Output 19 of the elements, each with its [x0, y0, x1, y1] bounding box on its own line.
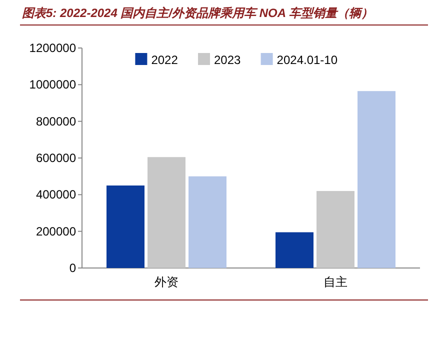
y-tick-label: 200000	[36, 224, 76, 238]
legend-label: 2022	[151, 53, 178, 67]
bar	[148, 157, 186, 268]
bar	[276, 232, 314, 268]
legend-label: 2023	[214, 53, 242, 67]
y-tick-label: 600000	[36, 151, 76, 165]
y-tick-label: 0	[69, 261, 76, 275]
y-tick-label: 1000000	[29, 78, 76, 92]
bar	[188, 176, 226, 268]
x-tick-label: 自主	[324, 275, 348, 289]
y-tick-label: 400000	[36, 188, 76, 202]
bar	[316, 191, 354, 268]
bar	[358, 91, 396, 268]
chart-title: 图表5: 2022-2024 国内自主/外资品牌乘用车 NOA 车型销量（辆）	[22, 6, 373, 20]
bar	[106, 186, 144, 268]
y-tick-label: 1200000	[29, 41, 76, 55]
legend-label: 2024.01-10	[276, 53, 338, 67]
y-tick-label: 800000	[36, 114, 76, 128]
x-tick-label: 外资	[154, 275, 178, 289]
